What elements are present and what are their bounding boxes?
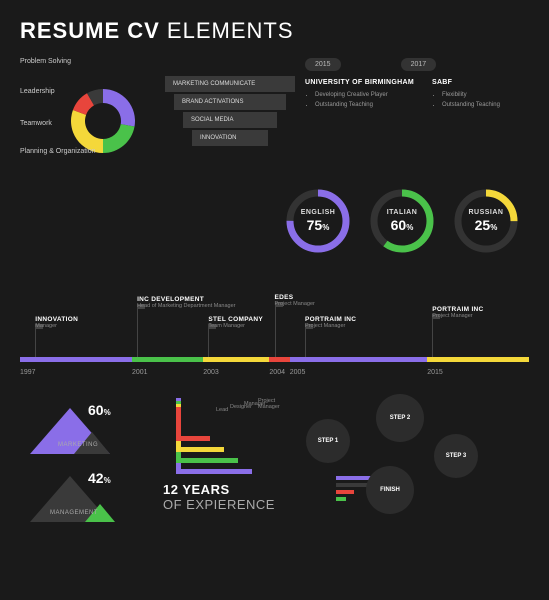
timeline-segment <box>203 357 269 362</box>
timeline-flag <box>275 307 276 357</box>
corner-label: Designer <box>230 404 252 410</box>
timeline-job: PORTRAIM INCProject Manager <box>305 316 356 329</box>
steps-diagram: STEP 1 STEP 2STEP 3 FINISH <box>306 394 486 514</box>
skill-label: Problem Solving <box>20 58 71 65</box>
skills-donut-chart: Problem Solving Leadership Teamwork Plannin… <box>20 58 155 178</box>
corner-label: Lead <box>216 407 228 413</box>
step-bar <box>336 490 354 494</box>
triangle-stat: 42%MANAGEMENT <box>20 462 150 522</box>
language-ring: RUSSIAN25% <box>453 188 519 254</box>
skill-label: Planning & Organization <box>20 148 96 155</box>
timeline-year: 2004 <box>269 369 285 376</box>
timeline-track <box>20 357 529 362</box>
timeline-flag <box>305 329 306 357</box>
timeline-job: STEL COMPANYTeam Manager <box>208 316 263 329</box>
years-experience: 12 YEARS OF EXPIERENCE <box>163 483 275 512</box>
timeline-segment <box>269 357 289 362</box>
step-circle: FINISH <box>366 466 414 514</box>
step-circle: STEP 3 <box>434 434 478 478</box>
language-ring: ENGLISH75% <box>285 188 351 254</box>
corner-chart: 12 YEARS OF EXPIERENCE Project ManagerMa… <box>168 394 288 504</box>
step-circle: STEP 2 <box>376 394 424 442</box>
timeline-job: EDESProject Manager <box>275 294 315 307</box>
skill-label: Teamwork <box>20 120 52 127</box>
timeline-year: 1997 <box>20 369 36 376</box>
step-bar <box>336 497 346 501</box>
funnel-row: SOCIAL MEDIA <box>183 112 277 128</box>
edu-year-pill: 2015 <box>305 58 341 71</box>
timeline-flag <box>35 329 36 357</box>
skill-label: Leadership <box>20 88 55 95</box>
languages-row: ENGLISH75% ITALIAN60% RUSSIAN25% <box>285 188 529 254</box>
timeline-segment <box>427 357 529 362</box>
timeline-job: PORTRAIM INCProject Manager <box>432 306 483 319</box>
funnel-row: BRAND ACTIVATIONS <box>174 94 286 110</box>
timeline-job: INNOVATIONManager <box>35 316 78 329</box>
edu-columns: UNIVERSITY OF BIRMINGHAMDeveloping Creat… <box>305 79 529 110</box>
timeline-segment <box>20 357 132 362</box>
timeline-flag <box>432 319 433 357</box>
page-title: RESUME CV ELEMENTS <box>20 18 529 44</box>
career-timeline: 1997 2001 2003 2004 2005 2015 INNOVATIONManage… <box>20 284 529 374</box>
timeline-flag <box>137 309 138 357</box>
timeline-flag <box>208 329 209 357</box>
triangle-stat: 60%MARKETING <box>20 394 150 454</box>
edu-column: UNIVERSITY OF BIRMINGHAMDeveloping Creat… <box>305 79 414 110</box>
timeline-year: 2001 <box>132 369 148 376</box>
timeline-year: 2015 <box>427 369 443 376</box>
funnel-chart: MARKETING COMMUNICATE BRAND ACTIVATIONS SO… <box>165 76 295 178</box>
edu-years: 2015 2017 <box>305 58 529 71</box>
timeline-year: 2003 <box>203 369 219 376</box>
education-block: 2015 2017 UNIVERSITY OF BIRMINGHAMDevelop… <box>305 58 529 178</box>
step-circle: STEP 1 <box>306 419 350 463</box>
funnel-row: MARKETING COMMUNICATE <box>165 76 295 92</box>
triangle-charts: 60%MARKETING 42%MANAGEMENT <box>20 394 150 530</box>
edu-column: SABFFlexibilityOutstanding Teaching <box>432 79 500 110</box>
language-ring: ITALIAN60% <box>369 188 435 254</box>
timeline-segment <box>132 357 203 362</box>
funnel-row: INNOVATION <box>192 130 268 146</box>
timeline-job: INC DEVELOPMENTHead of Marketing Departm… <box>137 296 235 309</box>
timeline-year: 2005 <box>290 369 306 376</box>
edu-year-pill: 2017 <box>401 58 437 71</box>
corner-line <box>176 407 210 441</box>
timeline-segment <box>290 357 427 362</box>
donut-svg <box>68 86 138 156</box>
